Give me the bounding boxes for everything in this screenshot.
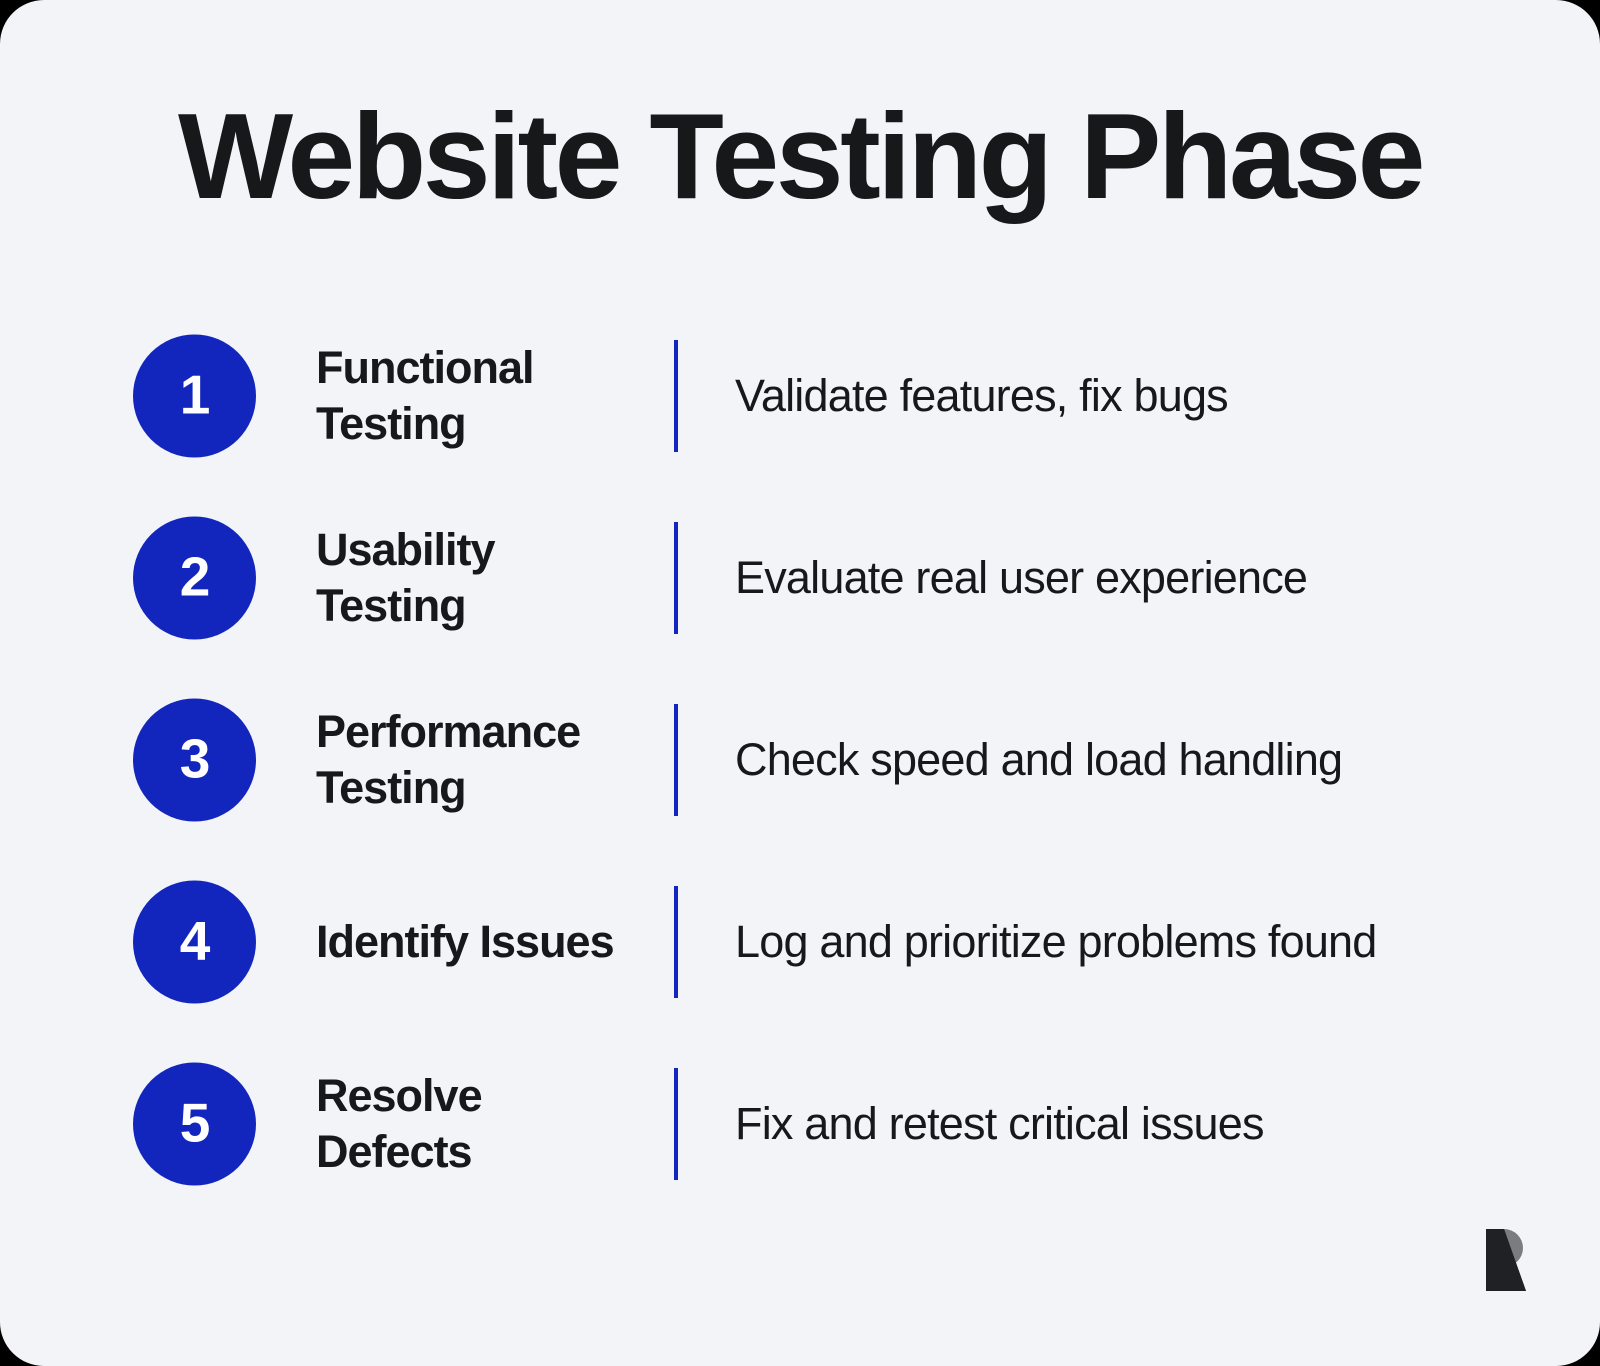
list-item: 5 Resolve Defects Fix and retest critica… — [0, 1033, 1600, 1215]
step-description: Log and prioritize problems found — [735, 916, 1377, 967]
step-label: Performance Testing — [316, 706, 581, 813]
step-number-badge: 3 — [133, 698, 256, 822]
page-title: Website Testing Phase — [177, 88, 1426, 224]
vertical-divider — [674, 704, 678, 816]
vertical-divider — [674, 340, 678, 452]
vertical-divider — [674, 522, 678, 634]
list-item: 1 Functional Testing Validate features, … — [0, 305, 1600, 487]
step-number: 5 — [179, 1091, 211, 1153]
step-description: Evaluate real user experience — [735, 552, 1308, 603]
step-description: Check speed and load handling — [735, 734, 1343, 785]
step-number-badge: 5 — [133, 1062, 256, 1186]
step-number-badge: 4 — [133, 880, 256, 1004]
step-description: Fix and retest critical issues — [735, 1098, 1264, 1149]
step-label: Resolve Defects — [316, 1070, 483, 1177]
step-number: 2 — [179, 545, 211, 607]
step-label: Functional Testing — [316, 342, 534, 449]
steps-list: 1 Functional Testing Validate features, … — [0, 305, 1600, 1215]
list-item: 3 Performance Testing Check speed and lo… — [0, 669, 1600, 851]
list-item: 4 Identify Issues Log and prioritize pro… — [0, 851, 1600, 1033]
step-number: 4 — [179, 909, 211, 971]
step-number: 3 — [179, 727, 211, 789]
step-label: Usability Testing — [316, 524, 496, 631]
r-monogram-logo-icon — [1486, 1229, 1526, 1291]
step-description: Validate features, fix bugs — [735, 370, 1229, 421]
step-number-badge: 1 — [133, 334, 256, 458]
step-number: 1 — [179, 363, 211, 425]
step-number-badge: 2 — [133, 516, 256, 640]
vertical-divider — [674, 886, 678, 998]
list-item: 2 Usability Testing Evaluate real user e… — [0, 487, 1600, 669]
vertical-divider — [674, 1068, 678, 1180]
step-label: Identify Issues — [316, 916, 615, 967]
